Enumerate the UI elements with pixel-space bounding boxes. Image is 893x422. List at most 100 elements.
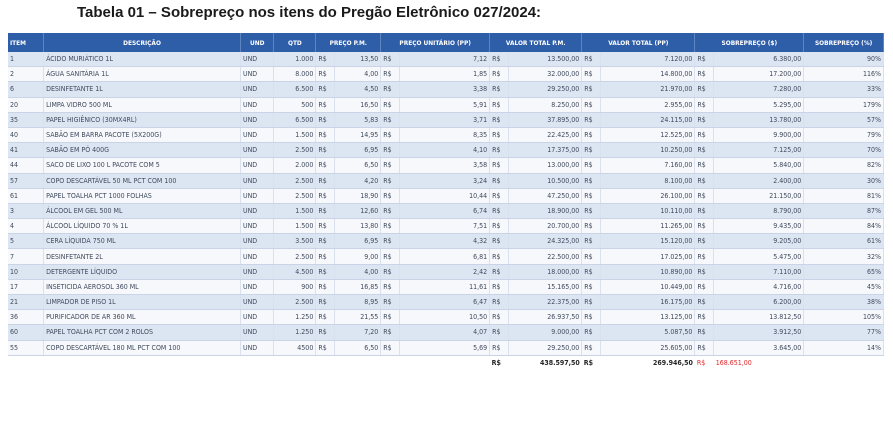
currency-cell: R$ [694,218,715,235]
total-pm-cell: 9.000,00 [508,324,583,341]
currency-cell: R$ [380,248,401,265]
item-cell: 35 [8,112,45,128]
unit-cell: UND [240,324,275,341]
item-cell: 4 [8,218,45,235]
currency-cell: R$ [694,294,715,311]
unit-cell: UND [240,112,275,128]
total-pp-cell: 2.955,00 [600,97,696,113]
table-row: 35 PAPEL HIGIÊNICO (30MX4RL) UND 6.500 R$ 5,8… [8,112,884,128]
price-unit-cell: 3,71 [399,112,491,128]
currency-cell: R$ [489,294,509,311]
currency-cell: R$ [694,142,715,159]
currency-cell: R$ [380,218,401,235]
currency-cell: R$ [380,324,401,341]
currency-cell: R$ [489,324,509,341]
description-cell: DESINFETANTE 1L [43,81,241,98]
description-cell: PAPEL TOALHA PCT 1000 FOLHAS [43,188,241,204]
overprice-pct-cell: 77% [803,324,884,341]
currency-cell: R$ [489,157,509,174]
overprice-pct-cell: 84% [803,218,884,235]
item-cell: 17 [8,279,45,296]
total-pm-cell: 29.250,00 [508,81,583,98]
quantity-cell: 6.500 [273,81,317,98]
currency-cell: R$ [380,157,401,174]
currency-cell: R$ [315,340,336,356]
overprice-cell: 9.900,00 [713,127,805,144]
item-cell: 60 [8,324,45,341]
currency-cell: R$ [315,97,336,113]
total-pp-cell: 24.115,00 [600,112,696,128]
col-header-preco-unitario: PREÇO UNITÁRIO (PP) [380,33,491,52]
currency-cell: R$ [581,324,602,341]
overprice-cell: 17.200,00 [713,66,805,83]
item-cell: 3 [8,203,45,220]
currency-cell: R$ [489,112,509,128]
currency-cell: R$ [581,52,602,68]
description-cell: CERA LÍQUIDA 750 ML [43,233,241,250]
price-unit-cell: 10,50 [399,309,491,326]
item-cell: 55 [8,340,45,356]
total-pp-cell: 5.087,50 [600,324,696,341]
total-pp-cell: 11.265,00 [600,218,696,235]
currency-cell: R$ [581,264,602,280]
description-cell: PURIFICADOR DE AR 360 ML [43,309,241,326]
item-cell: 20 [8,97,45,113]
total-pm-cell: 17.375,00 [508,142,583,159]
quantity-cell: 2.500 [273,142,317,159]
currency-cell: R$ [489,279,509,296]
currency-cell: R$ [380,52,401,68]
currency-cell: R$ [315,52,336,68]
description-cell: ÁCIDO MURIÁTICO 1L [43,52,241,68]
currency-cell: R$ [694,203,715,220]
price-unit-cell: 3,58 [399,157,491,174]
currency-cell: R$ [315,157,336,174]
currency-cell: R$ [489,264,509,280]
total-pp-cell: 16.175,00 [600,294,696,311]
description-cell: LIMPADOR DE PISO 1L [43,294,241,311]
overprice-cell: 5.840,00 [713,157,805,174]
price-unit-cell: 6,81 [399,248,491,265]
unit-cell: UND [240,97,275,113]
item-cell: 7 [8,248,45,265]
unit-cell: UND [240,294,275,311]
item-cell: 40 [8,127,45,144]
unit-cell: UND [240,142,275,159]
quantity-cell: 4500 [273,340,317,356]
currency-cell: R$ [315,233,336,250]
table-row: 5 CERA LÍQUIDA 750 ML UND 3.500 R$ 6,95 R$ 4,32… [8,233,884,250]
currency-cell: R$ [581,157,602,174]
currency-cell: R$ [581,340,602,356]
overprice-pct-cell: 65% [803,264,884,280]
overprice-pct-cell: 14% [803,340,884,356]
currency-cell: R$ [581,112,602,128]
currency-cell: R$ [489,127,509,144]
total-pm-cell: 13.500,00 [508,52,583,68]
currency-cell: R$ [489,233,509,250]
total-pp-cell: 17.025,00 [600,248,696,265]
total-pm-cell: 26.937,50 [508,309,583,326]
unit-cell: UND [240,188,275,204]
item-cell: 1 [8,52,45,68]
currency-cell: R$ [694,279,715,296]
currency-cell: R$ [581,66,602,83]
quantity-cell: 2.500 [273,188,317,204]
currency-cell: R$ [489,66,509,83]
currency-cell: R$ [489,309,509,326]
overprice-cell: 21.150,00 [713,188,805,204]
overprice-pct-cell: 57% [803,112,884,128]
currency-cell: R$ [315,279,336,296]
overprice-cell: 5.475,00 [713,248,805,265]
overprice-pct-cell: 38% [803,294,884,311]
price-unit-cell: 4,32 [399,233,491,250]
total-pp-cell: 10.250,00 [600,142,696,159]
currency-cell: R$ [380,279,401,296]
overprice-pct-cell: 45% [803,279,884,296]
overprice-cell: 6.200,00 [713,294,805,311]
total-pm-cell: 13.000,00 [508,157,583,174]
total-pp-cell: 14.800,00 [600,66,696,83]
price-pm-cell: 5,83 [334,112,382,128]
unit-cell: UND [240,340,275,356]
total-pp-cell: 10.890,00 [600,264,696,280]
price-unit-cell: 6,47 [399,294,491,311]
table-row: 1 ÁCIDO MURIÁTICO 1L UND 1.000 R$ 13,50 R$ 7,12… [8,52,884,68]
